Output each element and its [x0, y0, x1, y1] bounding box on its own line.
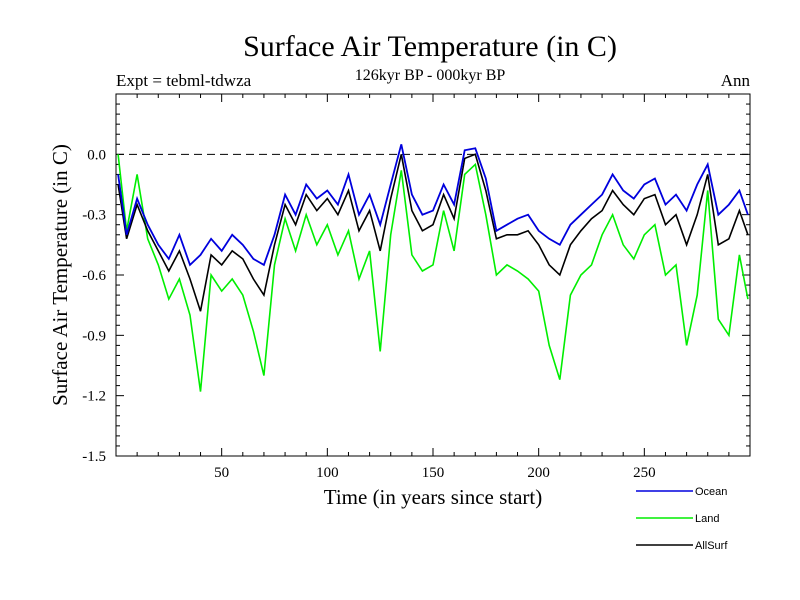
series-line-allsurf — [117, 153, 749, 312]
x-tick-labels: 50 100 150 200 250 — [214, 465, 655, 481]
y-tick-label: -0.9 — [82, 328, 106, 344]
x-tick-label: 250 — [633, 465, 656, 481]
series-line-land — [117, 154, 749, 392]
legend-label-ocean: Ocean — [695, 486, 727, 498]
y-tick-label: 0.0 — [87, 147, 106, 163]
series-layer — [117, 144, 749, 392]
y-tick-label: -0.6 — [82, 268, 106, 284]
x-tick-label: 200 — [527, 465, 550, 481]
season-label: Ann — [721, 71, 751, 90]
x-tick-label: 50 — [214, 465, 229, 481]
x-tick-label: 100 — [316, 465, 339, 481]
experiment-label: Expt = tebml-tdwza — [116, 71, 252, 90]
legend-label-land: Land — [695, 513, 719, 525]
legend: Ocean Land AllSurf — [636, 486, 728, 552]
y-tick-label: -0.3 — [82, 208, 106, 224]
y-tick-label: -1.2 — [82, 389, 106, 405]
legend-label-allsurf: AllSurf — [695, 540, 728, 552]
chart-subtitle: 126kyr BP - 000kyr BP — [355, 67, 506, 84]
y-tick-labels: 0.0 -0.3 -0.6 -0.9 -1.2 -1.5 — [82, 147, 106, 465]
y-axis-title: Surface Air Temperature (in C) — [48, 144, 72, 406]
x-axis-title: Time (in years since start) — [324, 485, 543, 509]
chart-title: Surface Air Temperature (in C) — [243, 30, 617, 63]
y-tick-label: -1.5 — [82, 449, 106, 465]
minor-ticks — [116, 94, 750, 456]
series-line-ocean — [117, 144, 749, 267]
x-tick-label: 150 — [422, 465, 445, 481]
